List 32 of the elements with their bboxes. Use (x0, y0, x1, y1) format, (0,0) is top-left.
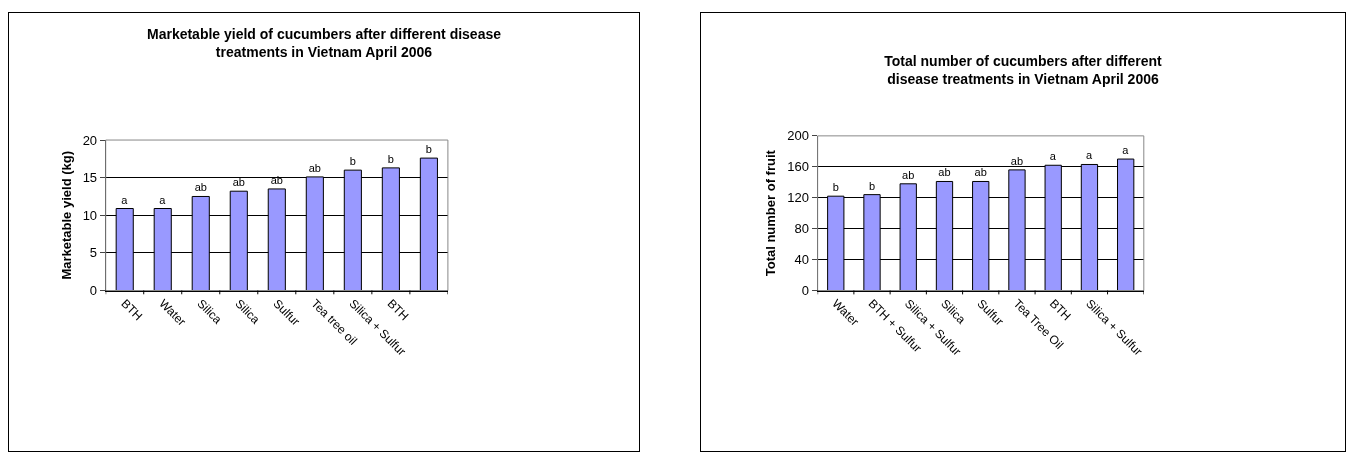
data-label: ab (902, 168, 915, 181)
data-label: ab (232, 176, 245, 189)
chart-title: Total number of cucumbers after different disease treatments in Vietnam April 2006 (884, 52, 1163, 87)
data-label: b (349, 155, 356, 168)
y-tick-label: 0 (801, 283, 810, 299)
data-label: ab (974, 166, 987, 179)
data-label: a (1085, 149, 1093, 162)
data-label: b (868, 179, 876, 192)
data-label: a (1122, 144, 1130, 157)
data-label: ab (194, 181, 207, 194)
y-tick-label: 10 (82, 207, 98, 223)
y-tick-label: 40 (794, 252, 810, 268)
y-tick-label: 5 (89, 245, 98, 261)
data-label: b (425, 143, 432, 156)
data-label: ab (308, 161, 321, 174)
data-label: ab (1010, 154, 1024, 167)
y-axis-title: Marketable yield (kg) (58, 150, 74, 280)
y-tick-label: 120 (787, 190, 810, 206)
data-label: b (387, 152, 394, 165)
y-tick-label: 200 (787, 128, 810, 144)
y-axis-title: Total number of fruit (763, 149, 779, 277)
y-tick-label: 160 (787, 159, 810, 175)
data-label: b (832, 181, 839, 194)
y-tick-label: 15 (82, 170, 98, 186)
data-label: a (121, 193, 129, 206)
chart-title: Marketable yield of cucumbers after different disease treatments in Vietnam April 2006 (146, 26, 502, 61)
data-label: ab (938, 166, 951, 179)
data-label: a (1049, 150, 1057, 163)
data-label: a (159, 193, 167, 206)
y-tick-label: 0 (89, 283, 98, 299)
y-tick-label: 80 (794, 221, 810, 237)
y-tick-label: 20 (82, 132, 98, 148)
